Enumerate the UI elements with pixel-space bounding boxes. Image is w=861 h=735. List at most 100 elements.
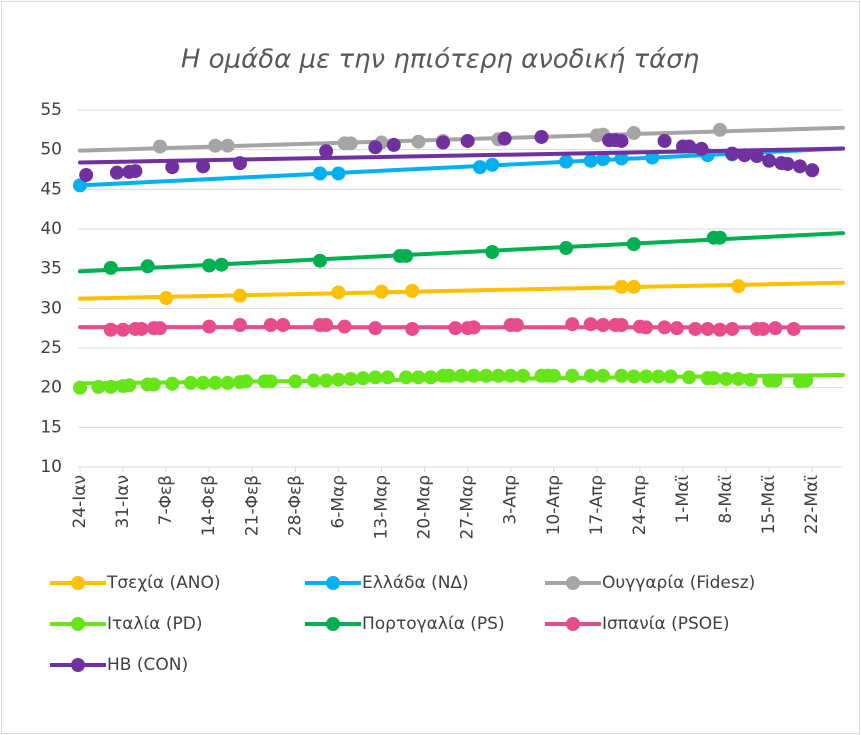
- point: [411, 134, 426, 149]
- point: [122, 378, 137, 393]
- point: [109, 165, 124, 180]
- point: [73, 178, 87, 193]
- point: [466, 368, 481, 383]
- point: [626, 369, 641, 384]
- point: [559, 241, 574, 256]
- point: [208, 375, 223, 390]
- point: [79, 168, 94, 183]
- x-tick-label: 7-Φεβ: [156, 475, 176, 525]
- point: [682, 139, 697, 154]
- x-tick-label: 27-Μαρ: [458, 475, 478, 539]
- legend-marker: [71, 576, 85, 590]
- point: [331, 285, 346, 300]
- point: [596, 317, 611, 332]
- y-tick-label: 45: [40, 179, 62, 199]
- point: [749, 149, 764, 164]
- legend-entry: Ουγγαρία (Fidesz): [545, 573, 755, 593]
- point: [559, 154, 574, 169]
- point: [712, 122, 727, 137]
- point: [337, 319, 352, 334]
- point: [614, 317, 629, 332]
- point: [682, 370, 697, 385]
- point: [343, 371, 358, 386]
- point: [276, 317, 291, 332]
- point: [165, 376, 180, 391]
- point: [331, 372, 346, 387]
- point: [165, 160, 180, 175]
- point: [583, 368, 598, 383]
- point: [202, 258, 217, 273]
- legend-marker: [326, 617, 340, 631]
- legend-marker: [71, 617, 85, 631]
- point: [399, 370, 414, 385]
- legend-marker: [71, 658, 85, 672]
- y-tick-label: 20: [40, 378, 62, 398]
- point: [103, 322, 118, 337]
- point: [319, 373, 334, 388]
- point: [731, 371, 746, 386]
- legend-entry: Ισπανία (PSOE): [545, 614, 730, 634]
- point: [725, 146, 740, 161]
- y-tick-label: 15: [40, 417, 62, 437]
- point: [103, 379, 118, 394]
- legend-entry: Ελλάδα (ΝΔ): [305, 573, 469, 593]
- legend-entry: Πορτογαλία (PS): [305, 614, 505, 634]
- point: [583, 153, 598, 168]
- point: [516, 368, 531, 383]
- point: [565, 368, 580, 383]
- point: [319, 144, 334, 159]
- point: [731, 279, 746, 294]
- point: [780, 156, 795, 171]
- legend-label: Τσεχία (ANO): [106, 573, 221, 593]
- point: [411, 370, 426, 385]
- point: [596, 368, 611, 383]
- point: [399, 248, 414, 263]
- trendline: [78, 280, 845, 301]
- point: [614, 279, 629, 294]
- point: [768, 373, 783, 388]
- point: [712, 322, 727, 337]
- point: [380, 370, 395, 385]
- x-tick-label: 15-Μαϊ: [759, 475, 779, 535]
- point: [626, 279, 641, 294]
- point: [768, 321, 783, 336]
- x-tick-label: 17-Απρ: [587, 475, 607, 535]
- point: [232, 288, 247, 303]
- point: [639, 369, 654, 384]
- x-tick-label: 8-Μαϊ: [716, 475, 736, 524]
- point: [509, 317, 524, 332]
- point: [442, 368, 457, 383]
- legend-entry: Ιταλία (PD): [50, 614, 202, 634]
- point: [583, 317, 598, 332]
- point: [405, 283, 420, 298]
- point: [146, 377, 161, 392]
- y-tick-label: 35: [40, 259, 62, 279]
- point: [596, 152, 611, 167]
- point: [239, 374, 254, 389]
- x-tick-label: 20-Μαρ: [415, 475, 435, 539]
- point: [140, 259, 155, 274]
- trendline: [78, 146, 845, 188]
- legend-marker: [566, 576, 580, 590]
- point: [688, 321, 703, 336]
- point: [263, 317, 278, 332]
- point: [546, 368, 561, 383]
- y-tick-label: 30: [40, 298, 62, 318]
- point: [479, 368, 494, 383]
- x-tick-label: 10-Απρ: [544, 475, 564, 535]
- point: [368, 140, 383, 155]
- point: [368, 321, 383, 336]
- point: [454, 368, 469, 383]
- point: [694, 141, 709, 156]
- point: [386, 137, 401, 152]
- point: [799, 373, 814, 388]
- point: [196, 159, 211, 174]
- point: [805, 163, 820, 178]
- point: [485, 157, 500, 172]
- point: [73, 380, 87, 395]
- legend-entry: Τσεχία (ANO): [50, 573, 221, 593]
- point: [208, 138, 223, 153]
- x-tick-label: 22-Μαϊ: [802, 475, 822, 535]
- point: [786, 321, 801, 336]
